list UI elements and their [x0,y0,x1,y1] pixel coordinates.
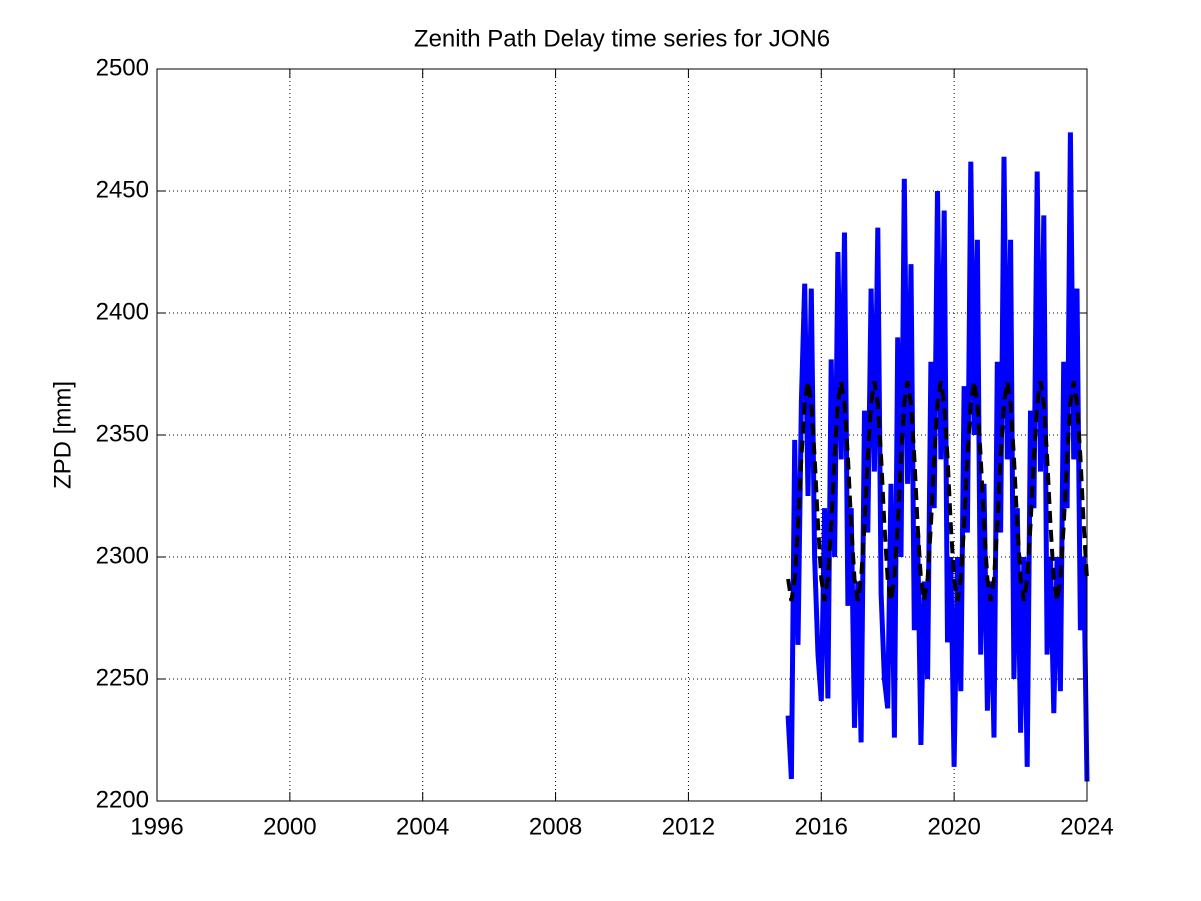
data-line [786,380,1089,602]
x-tick-label: 2024 [1060,813,1113,840]
y-tick-label: 2300 [96,542,149,569]
y-tick-label: 2200 [96,786,149,813]
y-tick-label: 2500 [96,54,149,81]
y-tick-label: 2450 [96,176,149,203]
x-tick-label: 1996 [130,813,183,840]
y-tick-label: 2350 [96,420,149,447]
x-tick-label: 2008 [529,813,582,840]
x-tick-label: 2004 [396,813,449,840]
x-tick-label: 2016 [795,813,848,840]
x-tick-label: 2000 [263,813,316,840]
y-tick-label: 2250 [96,664,149,691]
plot-frame [156,68,1088,802]
y-tick-label: 2400 [96,298,149,325]
data-line [785,132,1090,782]
x-tick-label: 2012 [662,813,715,840]
y-axis-label: ZPD [mm] [49,381,76,489]
chart-title: Zenith Path Delay time series for JON6 [414,25,830,52]
x-tick-label: 2020 [927,813,980,840]
